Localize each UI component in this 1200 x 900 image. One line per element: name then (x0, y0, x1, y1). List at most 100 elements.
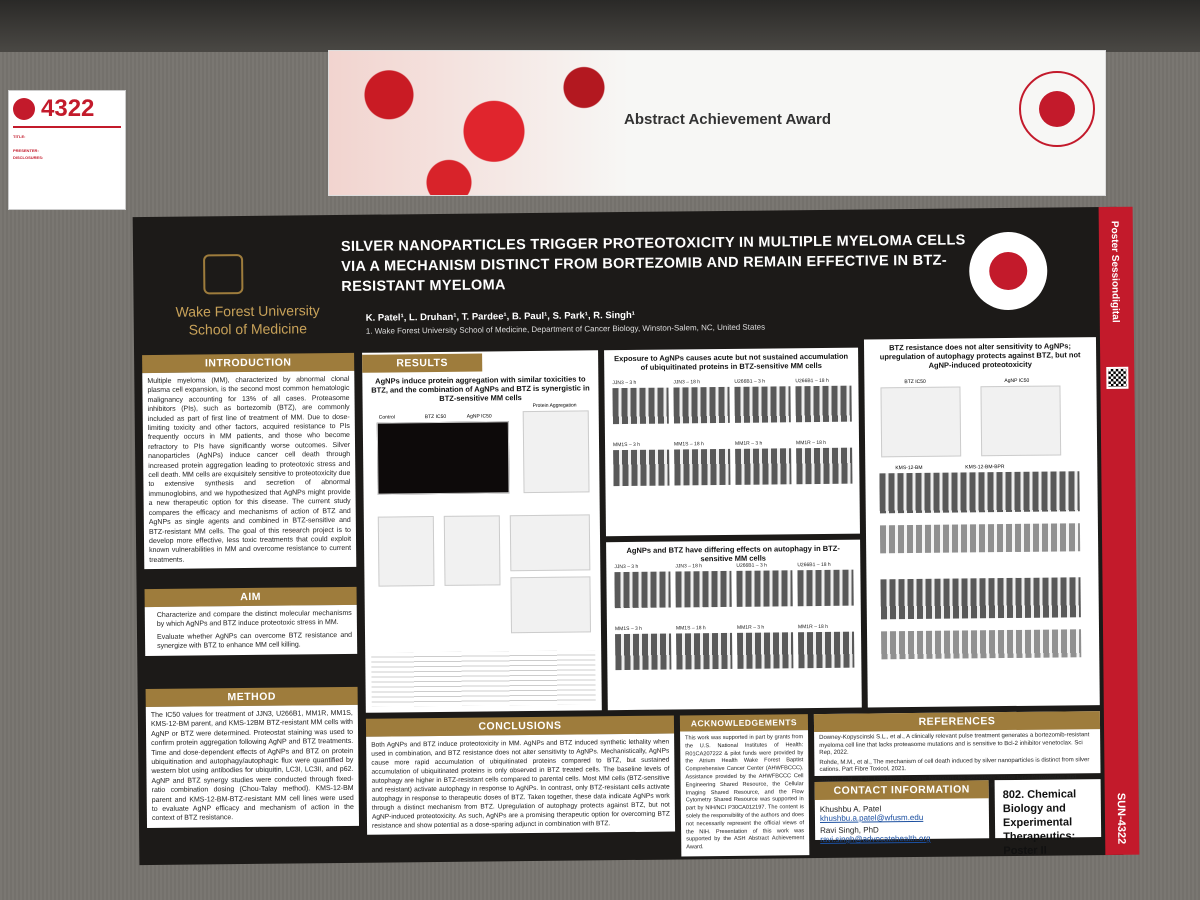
results-heading: RESULTS (362, 353, 483, 373)
method-body: The IC50 values for treatment of JJN3, U… (145, 704, 360, 828)
blot-label: U266B1 – 3 h (736, 562, 767, 569)
poster-number: 4322 (41, 95, 95, 122)
blot-label: MM1S – 18 h (674, 441, 704, 448)
blot-label: JJN3 – 18 h (675, 563, 703, 570)
results-panel-3: AgNPs and BTZ have differing effects on … (606, 539, 862, 711)
ubiquitin-western-blot-d (880, 577, 1081, 620)
aim-item: Evaluate whether AgNPs can overcome BTZ … (156, 631, 353, 651)
label-control: Control (378, 414, 395, 421)
blot-label: U266B1 – 18 h (795, 377, 829, 385)
label-protein-aggregation: Protein Aggregation (532, 402, 577, 409)
label-kms12bm: KMS-12-BM (895, 464, 923, 472)
western-blot-image (737, 632, 794, 669)
blot-label: JJN3 – 3 h (614, 563, 639, 571)
label-agnp-ic50: AgNP IC50 (1004, 377, 1030, 385)
western-blot-image (798, 631, 855, 669)
session-code: SUN-4322 (1114, 792, 1128, 845)
method-section: METHOD The IC50 values for treatment of … (145, 686, 360, 828)
results-panel-2: Exposure to AgNPs causes acute but not s… (604, 347, 860, 537)
introduction-body: Multiple myeloma (MM), characterized by … (142, 370, 357, 570)
western-blot-image (612, 387, 669, 425)
protein-aggregation-bar-chart (522, 410, 590, 494)
blot-label: MM1S – 18 h (675, 625, 706, 632)
references-section: REFERENCES Downey-Kopyscinski S.L., et a… (813, 711, 1101, 791)
western-blot-image (674, 448, 731, 486)
agnp-ic50-resistance-chart (980, 385, 1062, 457)
award-title: Abstract Achievement Award (624, 111, 832, 128)
western-blot-image (615, 633, 672, 671)
western-blot-image (736, 570, 793, 607)
tag-label-disclosures: DISCLOSURES: (13, 155, 44, 160)
contact-section: CONTACT INFORMATION Khushbu A. Patel khu… (814, 780, 990, 844)
proteostat-microscopy-image (376, 421, 510, 495)
results-panel-4: BTZ resistance does not alter sensitivit… (863, 337, 1100, 708)
btz-ic50-bar-chart (377, 516, 435, 587)
authors: K. Patel¹, L. Druhan¹, T. Pardee¹, B. Pa… (365, 309, 635, 324)
lc3-western-blot (879, 523, 1081, 554)
label-btz-ic50: BTZ IC50 (424, 413, 447, 421)
western-blot-image (675, 570, 732, 608)
western-blot-image (613, 449, 670, 487)
label-kms12bm-bpr: KMS-12-BM-BPR (965, 464, 1005, 471)
label-btz-ic50: BTZ IC50 (904, 378, 926, 386)
session-strip-label: Poster Sessiondigital (1108, 220, 1121, 323)
ubiquitin-western-blot (879, 471, 1080, 514)
western-blot-image (796, 447, 853, 485)
blot-label: U266B1 – 3 h (734, 378, 766, 385)
wake-forest-logo-icon (203, 254, 244, 295)
agnp-ic50-bar-chart (443, 515, 501, 586)
blot-label: JJN3 – 18 h (673, 379, 701, 386)
ceiling-band (0, 0, 1200, 52)
western-blot-image (673, 386, 730, 424)
tag-label-title: TITLE: (13, 134, 26, 139)
affiliation: 1. Wake Forest University School of Medi… (365, 322, 766, 336)
institution-name: Wake Forest University School of Medicin… (175, 302, 320, 338)
western-blot-image (676, 632, 733, 670)
blot-label: MM1S – 3 h (614, 625, 642, 633)
contact-row: Ravi Singh, PhD ravi.singh@advocatehealt… (820, 824, 984, 844)
tag-label-presenter: PRESENTER: (13, 148, 39, 153)
blot-label: MM1R – 18 h (796, 439, 827, 447)
aim-heading: AIM (144, 586, 357, 608)
acknowledgements-section: ACKNOWLEDGEMENTS This work was supported… (679, 714, 810, 857)
figure-1-caption (371, 650, 596, 707)
references-heading: REFERENCES (813, 711, 1101, 733)
results-panel-2-title: Exposure to AgNPs causes acute but not s… (614, 351, 849, 372)
results-panel-1-title: AgNPs induce protein aggregation with si… (371, 374, 590, 403)
western-blot-image (734, 386, 791, 423)
blot-label: MM1S – 3 h (613, 441, 641, 449)
blot-label: MM1R – 3 h (735, 440, 763, 447)
blot-label: U266B1 – 18 h (797, 561, 831, 569)
session-label: 802. Chemical Biology and Experimental T… (994, 779, 1102, 857)
poster-session-strip: Poster Sessiondigital SUN-4322 (1098, 206, 1140, 856)
western-blot-image (795, 385, 852, 423)
western-blot-image (735, 448, 792, 485)
conclusions-body: Both AgNPs and BTZ induce proteotoxicity… (366, 733, 676, 835)
synergy-plot-e (509, 514, 591, 572)
conclusions-section: CONCLUSIONS Both AgNPs and BTZ induce pr… (365, 715, 676, 835)
label-agnp-ic50: AgNP IC50 (466, 413, 492, 420)
introduction-heading: INTRODUCTION (142, 352, 355, 374)
ash-logo-icon (968, 231, 1048, 311)
synergy-plot-f (510, 576, 592, 634)
lc3-western-blot-d (881, 629, 1082, 660)
reference-item: Downey-Kopyscinski S.L., et al., A clini… (819, 732, 1090, 757)
blot-label: MM1R – 18 h (797, 623, 829, 631)
method-heading: METHOD (145, 686, 358, 708)
btz-ic50-resistance-chart (880, 386, 962, 458)
contact-email-link[interactable]: ravi.singh@advocatehealth.org (820, 833, 931, 845)
research-poster: Wake Forest University School of Medicin… (132, 206, 1140, 866)
ash-seal-icon (1019, 71, 1095, 147)
poster-number-tag: 4322 TITLE: PRESENTER: DISCLOSURES: (8, 90, 126, 210)
award-banner: Abstract Achievement Award (328, 50, 1106, 196)
ash-logo-icon (13, 98, 35, 120)
blot-label: JJN3 – 3 h (612, 379, 637, 387)
contact-email-link[interactable]: khushbu.a.patel@wfusm.edu (819, 812, 924, 824)
aim-item: Characterize and compare the distinct mo… (156, 609, 352, 629)
results-panel-4-title: BTZ resistance does not alter sensitivit… (879, 341, 1081, 370)
red-blood-cells-graphic (329, 51, 629, 195)
introduction-section: INTRODUCTION Multiple myeloma (MM), char… (142, 352, 357, 570)
acknowledgements-heading: ACKNOWLEDGEMENTS (679, 714, 809, 732)
reference-item: Rohde, M.M., et al., The mechanism of ce… (819, 756, 1090, 774)
results-panel-1: RESULTS AgNPs induce protein aggregation… (362, 350, 602, 713)
